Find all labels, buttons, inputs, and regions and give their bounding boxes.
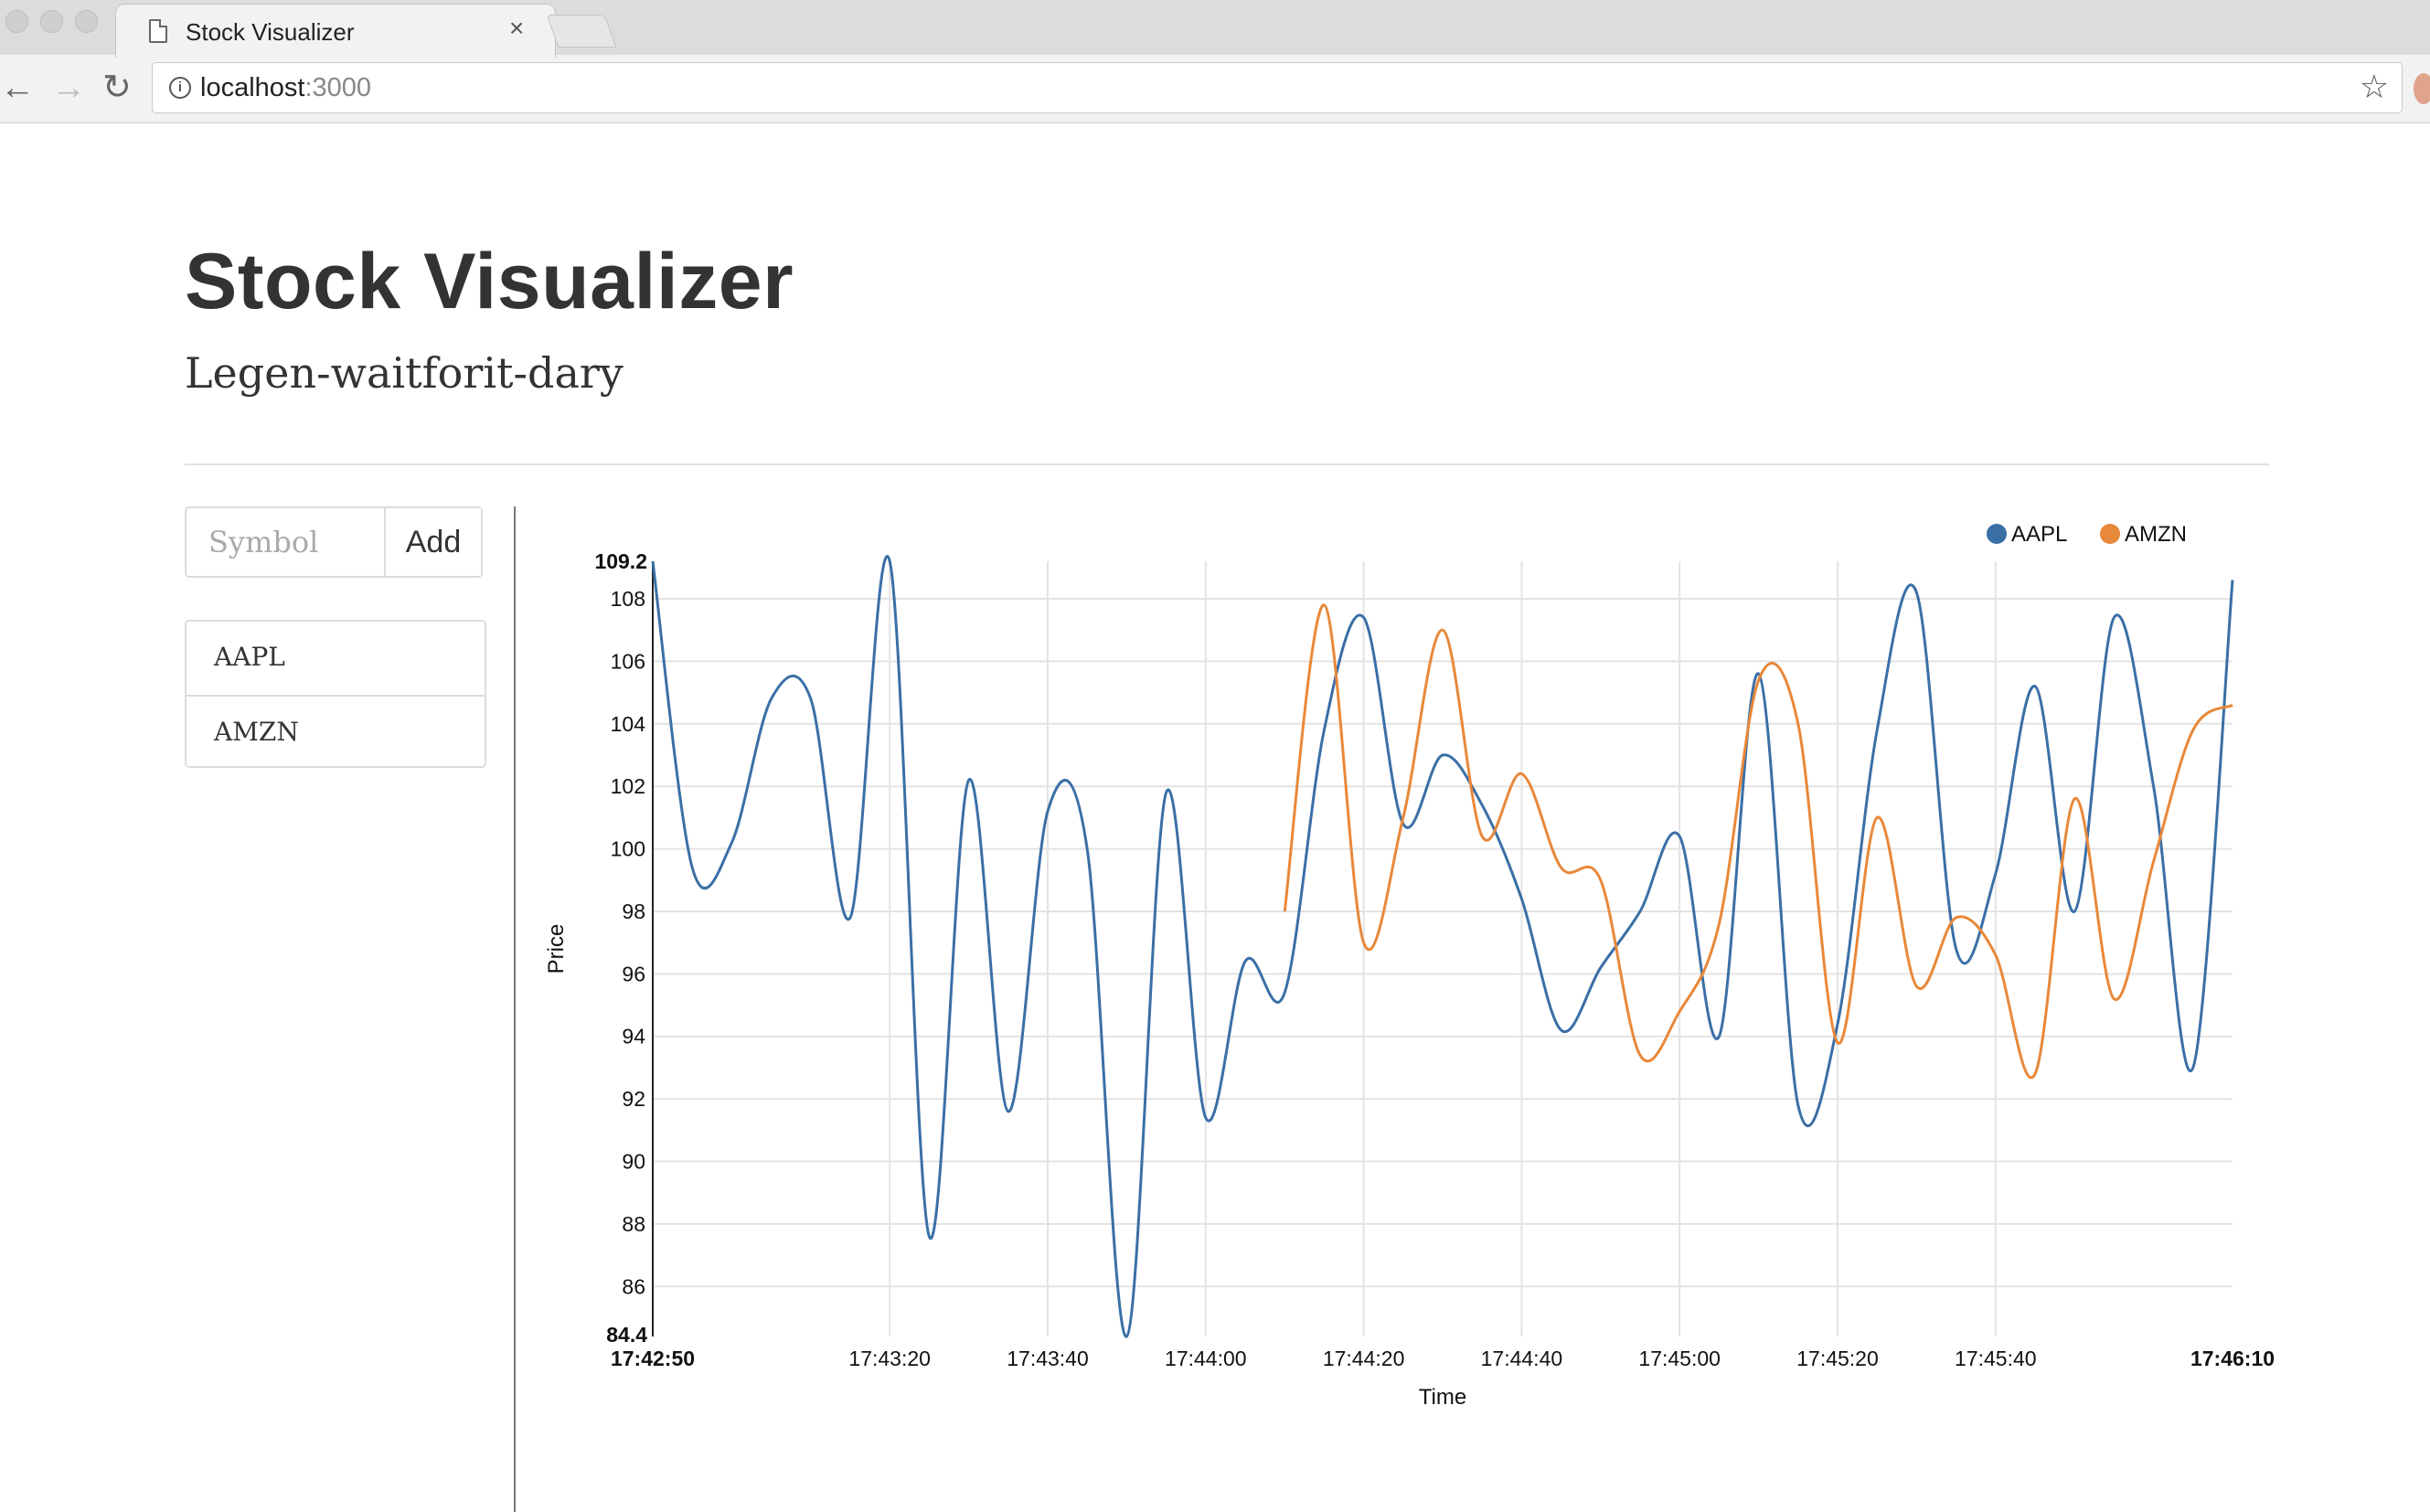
x-tick-label: 17:44:00	[1165, 1347, 1247, 1370]
add-symbol-form: Add	[185, 506, 483, 578]
new-tab-button[interactable]	[546, 15, 617, 48]
legend-marker-aapl	[1987, 524, 2007, 544]
address-bar[interactable]: i localhost:3000 ☆	[152, 62, 2403, 113]
series-line-amzn	[1283, 603, 2233, 1080]
page-subtitle: Legen-waitforit-dary	[185, 348, 623, 398]
y-tick-label: 100	[611, 837, 645, 861]
x-axis-ticks: 17:43:20 17:43:40 17:44:00 17:44:20 17:44:40…	[611, 1347, 2275, 1370]
symbol-list: AAPL AMZN	[185, 620, 486, 768]
x-tick-label: 17:43:20	[848, 1347, 931, 1370]
x-tick-label: 17:45:20	[1796, 1347, 1879, 1370]
navigation-bar: ← → ↻ i localhost:3000 ☆	[0, 57, 2430, 122]
page-title: Stock Visualizer	[185, 238, 794, 325]
reload-icon[interactable]: ↻	[102, 69, 132, 107]
browser-tab[interactable]: Stock Visualizer ×	[115, 4, 556, 58]
symbol-list-item-amzn[interactable]: AMZN	[187, 695, 485, 766]
chart-grid	[653, 561, 2233, 1336]
y-tick-label: 94	[622, 1025, 645, 1049]
y-axis-title: Price	[544, 924, 569, 974]
y-tick-label: 106	[611, 649, 645, 673]
y-tick-label: 102	[611, 774, 645, 798]
y-max-label: 109.2	[594, 549, 647, 573]
header-divider	[185, 463, 2269, 465]
x-tick-label: 17:43:40	[1007, 1347, 1089, 1370]
browser-chrome: Stock Visualizer × ← → ↻ i localhost:300…	[0, 0, 2430, 123]
document-icon	[149, 19, 167, 43]
back-arrow-icon[interactable]: ←	[0, 69, 35, 107]
x-max-label: 17:46:10	[2190, 1347, 2275, 1370]
x-tick-label: 17:45:00	[1638, 1347, 1721, 1370]
window-close-dot[interactable]	[5, 10, 28, 33]
y-axis-ticks: 86 88 90 92 94 96 98 100 102 104 106 108 109.2 84.4	[594, 549, 647, 1347]
legend-label-amzn: AMZN	[2125, 522, 2187, 547]
window-minimize-dot[interactable]	[40, 10, 63, 33]
y-min-label: 84.4	[606, 1323, 647, 1347]
info-icon[interactable]: i	[169, 77, 191, 99]
x-tick-label: 17:44:40	[1481, 1347, 1563, 1370]
y-tick-label: 98	[622, 900, 645, 923]
tab-bar: Stock Visualizer ×	[0, 0, 2430, 58]
tab-title: Stock Visualizer	[186, 18, 355, 46]
y-tick-label: 90	[622, 1150, 645, 1174]
y-tick-label: 92	[622, 1087, 645, 1111]
x-tick-label: 17:44:20	[1323, 1347, 1405, 1370]
x-min-label: 17:42:50	[611, 1347, 695, 1370]
legend-marker-amzn	[2100, 524, 2120, 544]
price-chart: 86 88 90 92 94 96 98 100 102 104 106 108 109.2 84.4 1…	[544, 522, 2275, 1408]
url-port: :3000	[304, 73, 372, 102]
profile-avatar[interactable]	[2414, 73, 2430, 104]
tab-close-icon[interactable]: ×	[509, 14, 525, 42]
url-host: localhost	[200, 73, 305, 102]
y-tick-label: 86	[622, 1274, 645, 1298]
window-maximize-dot[interactable]	[75, 10, 98, 33]
y-tick-label: 104	[611, 712, 646, 736]
add-button[interactable]: Add	[384, 508, 481, 576]
y-tick-label: 108	[611, 587, 645, 611]
symbol-list-item-aapl[interactable]: AAPL	[214, 642, 285, 672]
x-tick-label: 17:45:40	[1955, 1347, 2037, 1370]
x-axis-title: Time	[1419, 1385, 1466, 1408]
y-tick-label: 96	[622, 962, 645, 985]
symbol-input[interactable]	[187, 508, 382, 576]
url-text[interactable]: localhost:3000	[200, 73, 371, 103]
legend-label-aapl: AAPL	[2011, 522, 2067, 547]
series-line-aapl	[651, 555, 2234, 1338]
sidebar-divider	[514, 506, 516, 1512]
y-tick-label: 88	[622, 1212, 645, 1236]
bookmark-star-icon[interactable]: ☆	[2359, 68, 2389, 105]
forward-arrow-icon[interactable]: →	[51, 69, 86, 107]
chart-legend: AAPL AMZN	[1987, 522, 2187, 547]
chart-lines	[651, 555, 2234, 1338]
